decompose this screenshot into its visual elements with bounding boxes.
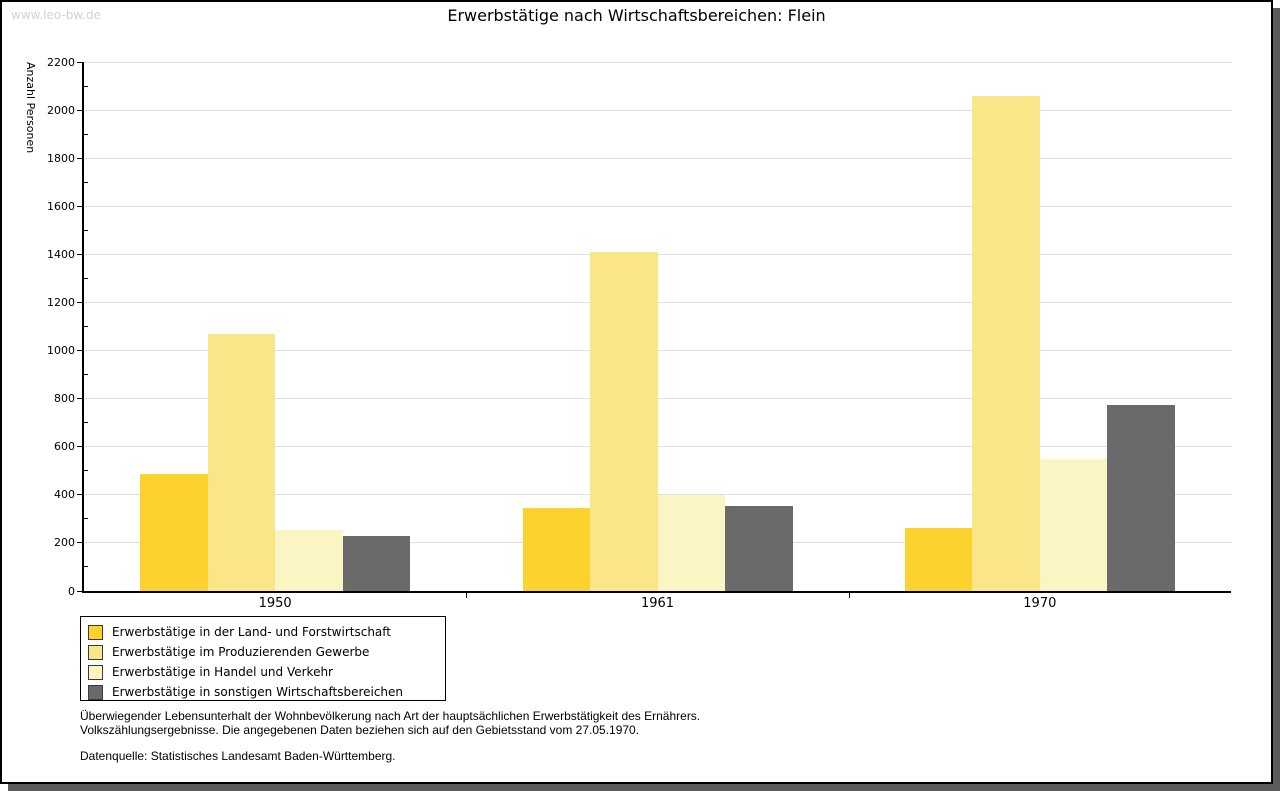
y-axis-minor-tick [84, 181, 88, 183]
gridline [84, 157, 1231, 159]
plot-area: 0 200 400 600 800 1000 1200 1400 1600 1800 2000 220… [47, 56, 1231, 611]
y-tick-label: 2200 [47, 55, 75, 69]
x-tick-label: 1961 [640, 596, 675, 611]
legend-item: Erwerbstätige in sonstigen Wirtschaftsbe… [88, 682, 445, 702]
y-axis-minor-tick [84, 518, 88, 520]
legend-label: Erwerbstätige in der Land- und Forstwirt… [112, 625, 391, 639]
bar [1107, 404, 1175, 591]
y-tick-label: 1000 [47, 344, 75, 358]
y-axis-major-tick [77, 350, 82, 352]
source-note: Datenquelle: Statistisches Landesamt Bad… [80, 749, 396, 763]
legend-color-swatch [88, 624, 103, 640]
y-axis-major-tick [77, 205, 82, 207]
y-tick-label: 1800 [47, 151, 75, 165]
x-axis-separator-tick [848, 593, 850, 598]
gridline [84, 350, 1231, 352]
bar [275, 529, 343, 591]
bar [342, 535, 411, 591]
bar [140, 474, 208, 591]
legend-color-swatch [88, 644, 103, 660]
x-tick-label: 1970 [1023, 596, 1057, 611]
bar [1039, 458, 1108, 591]
bar [972, 95, 1040, 591]
x-tick-label: 1950 [258, 596, 292, 611]
y-axis-major-tick [77, 590, 82, 592]
y-axis-major-tick [77, 109, 82, 111]
y-axis-minor-tick [84, 229, 88, 231]
y-axis-minor-tick [84, 133, 88, 135]
x-axis-separator-tick [466, 593, 468, 598]
y-axis-major-tick [77, 542, 82, 544]
y-axis-major-tick [77, 61, 82, 63]
bar [207, 333, 276, 591]
legend-item: Erwerbstätige in der Land- und Forstwirt… [88, 622, 445, 642]
y-axis-title: Anzahl Personen [24, 62, 37, 154]
bar [904, 528, 973, 591]
gridline [84, 61, 1231, 63]
watermark: www.leo-bw.de [11, 8, 101, 22]
chart-title: Erwerbstätige nach Wirtschaftsbereichen:… [447, 6, 826, 25]
y-axis-major-tick [77, 301, 82, 303]
footnote-line2: Volkszählungsergebnisse. Die angegebenen… [80, 723, 640, 737]
y-axis-minor-tick [84, 277, 88, 279]
y-axis-major-tick [77, 253, 82, 255]
y-axis-major-tick [77, 446, 82, 448]
legend-item: Erwerbstätige in Handel und Verkehr [88, 662, 445, 682]
drop-shadow-right [1273, 8, 1280, 791]
gridline [84, 109, 1231, 111]
legend-item: Erwerbstätige im Produzierenden Gewerbe [88, 642, 445, 662]
y-axis-major-tick [77, 157, 82, 159]
legend: Erwerbstätige in der Land- und Forstwirt… [80, 616, 446, 701]
gridline [84, 205, 1231, 207]
y-tick-label: 800 [54, 392, 75, 406]
y-axis-minor-tick [84, 85, 88, 87]
gridline [84, 398, 1231, 400]
gridline [84, 301, 1231, 303]
y-tick-label: 0 [68, 584, 75, 598]
y-axis-minor-tick [84, 470, 88, 472]
legend-label: Erwerbstätige in sonstigen Wirtschaftsbe… [112, 685, 404, 699]
y-tick-label: 400 [54, 488, 75, 502]
y-axis-major-tick [77, 494, 82, 496]
legend-label: Erwerbstätige im Produzierenden Gewerbe [112, 645, 370, 659]
y-axis-major-tick [77, 398, 82, 400]
y-axis-minor-tick [84, 422, 88, 424]
legend-color-swatch [88, 684, 103, 700]
drop-shadow-bottom [8, 784, 1280, 791]
legend-color-swatch [88, 664, 103, 680]
y-tick-label: 1600 [47, 199, 75, 213]
legend-label: Erwerbstätige in Handel und Verkehr [112, 665, 333, 679]
y-tick-label: 200 [54, 536, 75, 550]
y-tick-label: 1400 [47, 247, 75, 261]
y-axis-minor-tick [84, 374, 88, 376]
bar [725, 505, 793, 591]
bar [590, 251, 658, 591]
footnote-line1: Überwiegender Lebensunterhalt der Wohnbe… [80, 709, 701, 723]
y-tick-label: 2000 [47, 103, 75, 117]
bar [657, 494, 725, 591]
gridline [84, 446, 1231, 448]
gridline [84, 253, 1231, 255]
bar [522, 508, 590, 591]
y-tick-label: 1200 [47, 295, 75, 309]
y-tick-label: 600 [54, 440, 75, 454]
y-axis-minor-tick [84, 326, 88, 327]
y-axis-minor-tick [84, 566, 88, 568]
